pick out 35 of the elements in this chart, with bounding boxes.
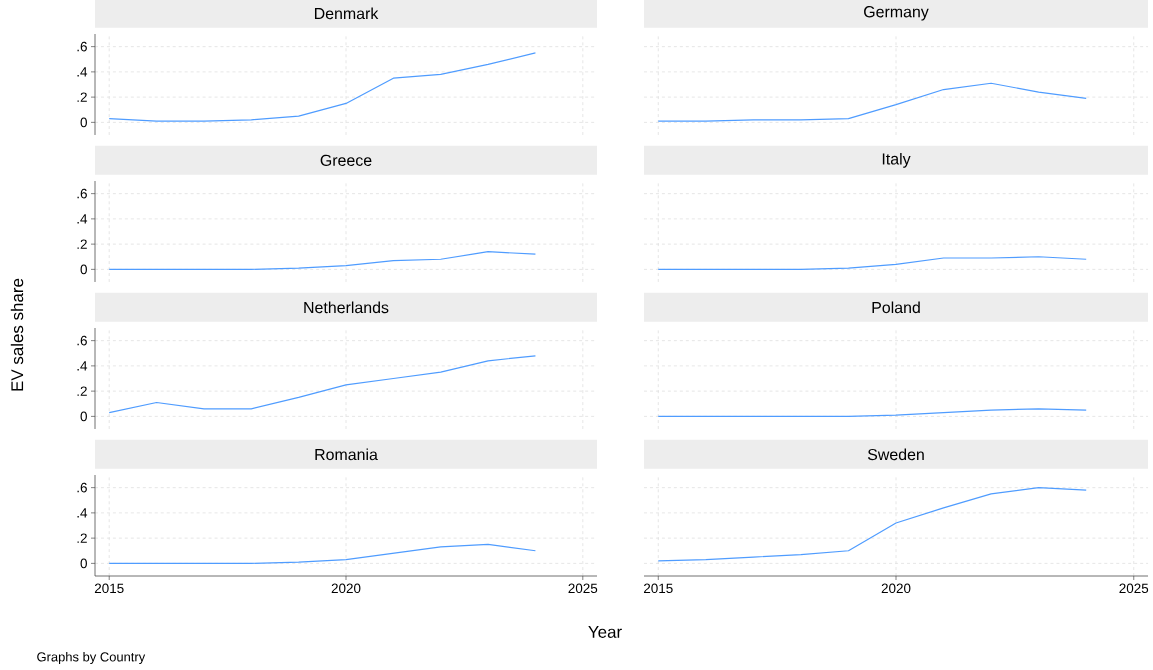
- y-tick-label: .6: [77, 41, 87, 52]
- y-tick-label: .6: [77, 188, 87, 199]
- chart-title: Romania: [315, 448, 378, 461]
- y-tick-label: .4: [77, 67, 88, 77]
- x-tick-label: 2020: [881, 583, 911, 594]
- y-tick-label: .2: [77, 533, 87, 543]
- chart-title: Italy: [882, 152, 911, 168]
- chart-title: Denmark: [314, 7, 379, 20]
- y-tick-label: .4: [77, 361, 88, 371]
- x-tick-label: 2025: [568, 583, 598, 594]
- y-tick-label: .6: [77, 482, 87, 493]
- x-tick-label: 2020: [331, 583, 361, 594]
- x-tick-label: 2025: [1119, 583, 1149, 594]
- y-tick-label: .2: [77, 239, 87, 249]
- y-tick-label: .4: [77, 508, 88, 518]
- y-axis-title: EV sales share: [10, 278, 24, 391]
- y-tick-label: 0: [80, 411, 87, 422]
- y-tick-label: 0: [80, 558, 87, 569]
- x-tick-label: 2015: [643, 583, 673, 594]
- chart-title: Greece: [320, 154, 372, 166]
- chart-title: Germany: [864, 6, 929, 21]
- y-tick-label: .4: [77, 214, 88, 224]
- y-tick-label: .2: [77, 92, 87, 102]
- x-tick-label: 2015: [94, 583, 124, 594]
- text: Graphs by Country: [37, 651, 146, 665]
- y-tick-label: 0: [80, 117, 87, 128]
- x-axis-title: Year: [588, 626, 622, 638]
- chart-title: Sweden: [867, 448, 924, 461]
- chart-title: Netherlands: [304, 301, 389, 314]
- y-tick-label: .2: [77, 386, 87, 396]
- line-series: [108, 355, 537, 414]
- line-series: [108, 52, 537, 122]
- chart-title: Poland: [872, 301, 920, 314]
- y-tick-label: .6: [77, 335, 87, 346]
- y-tick-label: 0: [80, 264, 87, 275]
